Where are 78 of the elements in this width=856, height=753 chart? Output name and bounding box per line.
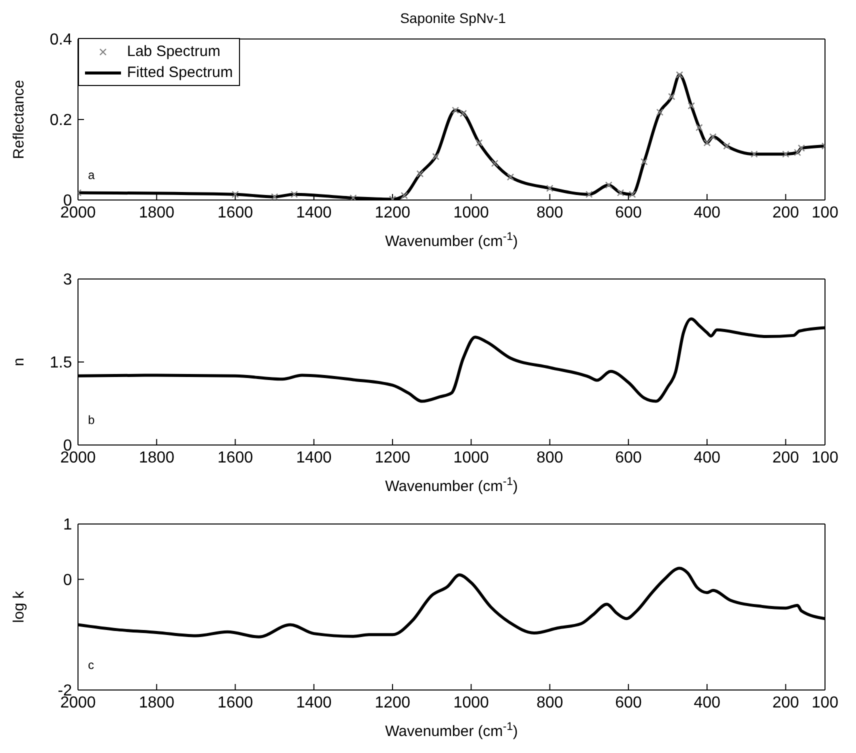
- point: [605, 182, 612, 189]
- x-tick-label: 400: [694, 204, 720, 222]
- y-tick-label: 1.5: [50, 354, 72, 372]
- point: [676, 71, 684, 78]
- x-tick-label: 800: [536, 694, 564, 712]
- x-tick-label: 600: [615, 449, 642, 466]
- point: [460, 110, 467, 118]
- x-axis-title: Wavenumber (cm$^{-1}$): [385, 721, 518, 740]
- x-tick-label: 100: [812, 694, 838, 712]
- point: [798, 144, 806, 152]
- point: [350, 194, 357, 200]
- x-tick-label: 200: [772, 204, 800, 222]
- x-tick-label: 1200: [374, 204, 410, 222]
- x-tick-label: 200: [772, 449, 800, 466]
- x-tick-label: 600: [615, 694, 642, 712]
- point: [232, 190, 239, 198]
- point: [586, 190, 593, 198]
- legend-label: Fitted Spectrum: [127, 63, 233, 83]
- point: [416, 170, 424, 178]
- x-tick-label: 1800: [138, 694, 175, 712]
- x-tick-label: 1800: [138, 204, 175, 222]
- x-axis-title: Wavenumber (cm$^{-1}$): [385, 476, 518, 495]
- point: [668, 92, 676, 100]
- point: [506, 173, 514, 181]
- x-axis-title: Wavenumber (cm$^{-1}$): [385, 231, 518, 250]
- y-tick-label: 3: [63, 272, 72, 289]
- point: [491, 160, 498, 167]
- point: [628, 190, 636, 198]
- x-tick-label: 600: [615, 204, 642, 222]
- point: [656, 108, 664, 116]
- x-tick-label: 1400: [296, 449, 332, 466]
- x-tick-label: 800: [536, 204, 564, 222]
- x-tick-label: 100: [812, 204, 838, 222]
- x-tick-label: 200: [772, 694, 800, 712]
- x-tick-label: 400: [694, 449, 720, 466]
- x-tick-label: 1600: [217, 694, 254, 712]
- y-tick-label: 1: [63, 516, 72, 534]
- legend-label: Lab Spectrum: [127, 42, 220, 62]
- x-tick-label: 1000: [453, 449, 490, 466]
- x-tick-label: 1400: [296, 204, 332, 222]
- point: [782, 150, 790, 158]
- point: [794, 148, 802, 156]
- x-tick-label: 1200: [374, 449, 410, 466]
- x-tick-label: 400: [694, 694, 720, 712]
- point: [696, 124, 703, 132]
- point: [750, 150, 758, 158]
- y-tick-label: 0.2: [50, 112, 72, 130]
- x-tick-label: 800: [536, 449, 564, 466]
- point: [270, 193, 278, 200]
- annotation: b: [88, 413, 95, 427]
- x-tick-label: 1600: [217, 449, 254, 466]
- point: [290, 190, 298, 198]
- point: [475, 139, 483, 146]
- x-tick-label: 1200: [374, 694, 410, 712]
- x-tick-label: 1000: [453, 204, 490, 222]
- point: [723, 142, 730, 150]
- x-tick-label: 100: [812, 449, 838, 466]
- y-axis-title: log k: [10, 590, 28, 623]
- point: [616, 189, 624, 196]
- y-tick-label: 0: [63, 572, 72, 590]
- point: [688, 102, 695, 110]
- x-tick-label: 1800: [138, 449, 175, 466]
- annotation: c: [88, 658, 94, 672]
- point: [546, 184, 554, 192]
- x-tick-label: 1400: [296, 694, 332, 712]
- point: [432, 152, 440, 160]
- annotation: a: [88, 168, 95, 182]
- x-tick-label: 1600: [217, 204, 254, 222]
- x-tick-label: 1000: [453, 694, 490, 712]
- y-axis-title: n: [10, 358, 28, 366]
- y-axis-title: Reflectance: [10, 80, 28, 160]
- point: [640, 158, 648, 166]
- chart-title: Saponite SpNv-1: [399, 10, 507, 26]
- point: [709, 133, 717, 140]
- y-tick-label: 0.4: [50, 32, 72, 49]
- point: [452, 106, 460, 114]
- point: [400, 192, 408, 200]
- point: [703, 139, 711, 146]
